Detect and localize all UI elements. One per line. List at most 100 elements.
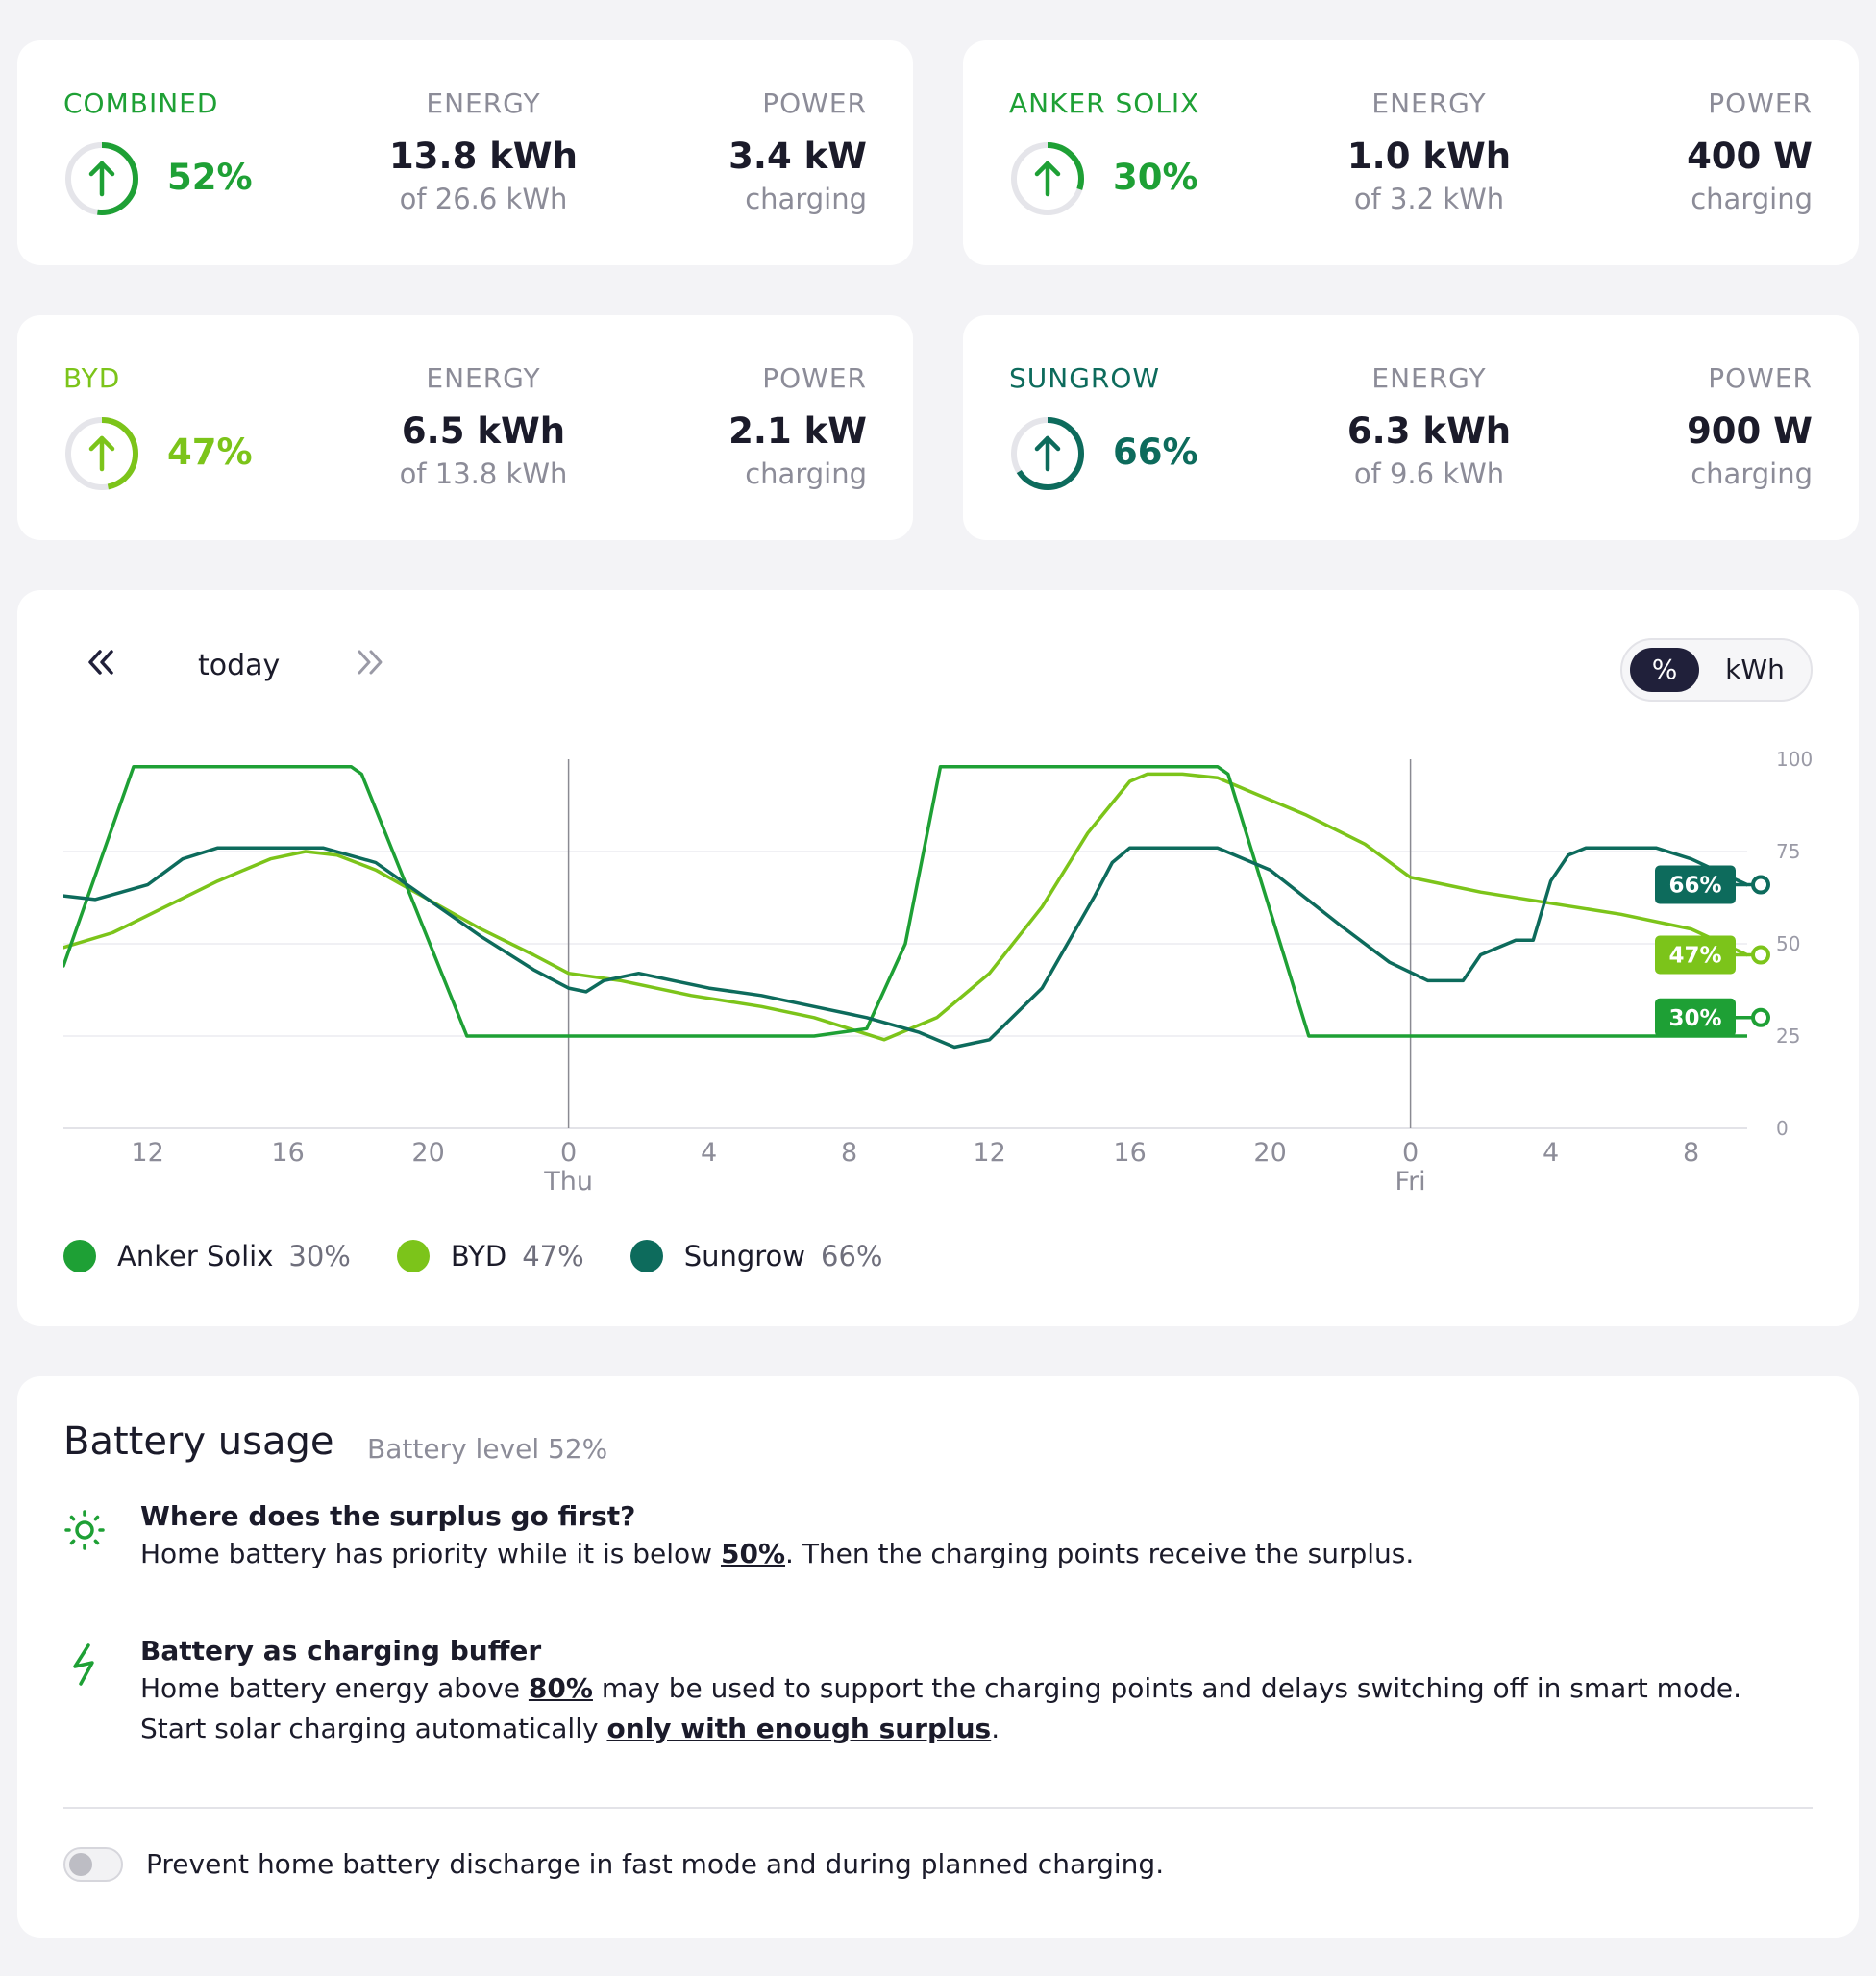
soc-percent: 52% — [167, 157, 253, 198]
legend-name: Anker Solix — [117, 1240, 274, 1272]
chart-legend: Anker Solix 30% BYD 47% Sungrow 66% — [63, 1240, 928, 1272]
end-point-marker — [1751, 875, 1770, 895]
energy-capacity: of 3.2 kWh — [1353, 183, 1505, 215]
power-caption: POWER — [1708, 362, 1813, 394]
legend-dot — [396, 1240, 430, 1272]
power-caption: POWER — [1708, 87, 1813, 119]
gauge-fill — [65, 417, 138, 490]
usage-title: Battery usage — [63, 1420, 334, 1464]
series-line-byd — [63, 772, 1747, 1042]
legend-value: 47% — [522, 1240, 584, 1272]
battery-usage-card: Battery usage Battery level 52% Where do… — [17, 1376, 1859, 1938]
priority-text-after: . Then the charging points receive the s… — [785, 1538, 1415, 1569]
end-label-box — [1655, 998, 1736, 1037]
buffer-description-line-1: Home battery energy above 80% may be use… — [140, 1668, 1741, 1709]
solar-text-before: Start solar charging automatically — [140, 1713, 607, 1744]
end-label-text: 30% — [1668, 1006, 1721, 1031]
buffer-text-after: may be used to support the charging poin… — [592, 1672, 1741, 1704]
power-status: charging — [745, 183, 867, 215]
battery-name: BYD — [63, 362, 121, 394]
energy-capacity: of 26.6 kWh — [399, 183, 568, 215]
end-value-label: 66% — [1655, 865, 1770, 904]
double-chevron-left-icon — [88, 650, 113, 675]
x-tick-label: 0 — [560, 1138, 577, 1168]
x-tick-label: 4 — [701, 1138, 717, 1168]
legend-value: 66% — [821, 1240, 883, 1272]
unit-toggle: % kWh — [1620, 638, 1813, 702]
buffer-threshold-link[interactable]: 80% — [528, 1672, 593, 1704]
energy-value: 1.0 kWh — [1346, 136, 1512, 177]
buffer-text-before: Home battery energy above — [140, 1672, 529, 1704]
battery-level-subtitle: Battery level 52% — [367, 1433, 608, 1465]
charging-gauge-icon — [65, 142, 138, 215]
gauge-fill — [65, 142, 138, 215]
legend-item-sungrow[interactable]: Sungrow 66% — [629, 1240, 883, 1272]
battery-card-sungrow: SUNGROW 66% ENERGY 6.3 kWh of 9.6 kWh PO… — [963, 315, 1859, 540]
gauge-fill — [1011, 142, 1084, 215]
x-tick-label: 20 — [411, 1138, 444, 1168]
power-caption: POWER — [762, 87, 867, 119]
x-tick-label: 8 — [841, 1138, 857, 1168]
energy-capacity: of 9.6 kWh — [1353, 457, 1505, 490]
power-status: charging — [745, 457, 867, 490]
end-value-label: 30% — [1655, 998, 1770, 1037]
arrow-up-icon — [1034, 435, 1061, 472]
next-period-button[interactable] — [354, 648, 386, 682]
double-chevron-right-icon — [358, 650, 383, 675]
legend-item-anker-solix[interactable]: Anker Solix 30% — [63, 1240, 351, 1272]
arrow-up-icon — [88, 161, 115, 197]
x-tick-label: 16 — [1113, 1138, 1146, 1168]
x-tick-day-label: Thu — [543, 1167, 593, 1197]
prevent-discharge-toggle[interactable] — [63, 1847, 123, 1882]
battery-name: COMBINED — [63, 87, 219, 119]
priority-heading: Where does the surplus go first? — [140, 1500, 636, 1532]
power-status: charging — [1691, 457, 1813, 490]
buffer-description-line-2: Start solar charging automatically only … — [140, 1709, 1000, 1749]
toggle-knob — [69, 1853, 92, 1876]
previous-period-button[interactable] — [85, 648, 117, 682]
legend-item-byd[interactable]: BYD 47% — [396, 1240, 584, 1272]
battery-card-anker-solix: ANKER SOLIX 30% ENERGY 1.0 kWh of 3.2 kW… — [963, 40, 1859, 265]
x-tick-label: 12 — [973, 1138, 1005, 1168]
y-tick-label: 25 — [1776, 1025, 1800, 1048]
arrow-up-icon — [1034, 161, 1061, 197]
end-label-text: 47% — [1668, 944, 1721, 969]
solar-surplus-link[interactable]: only with enough surplus — [606, 1713, 992, 1744]
y-tick-label: 50 — [1776, 932, 1800, 955]
end-point-marker — [1751, 1007, 1770, 1027]
sun-icon — [64, 1510, 105, 1550]
soc-history-chart-card: 0 25 50 75 100 12 16 20 0 Thu 4 8 12 16 20 0 Fri 4 8 30% 47%… — [17, 590, 1859, 1326]
x-tick-label: 12 — [131, 1138, 163, 1168]
priority-threshold-link[interactable]: 50% — [720, 1538, 786, 1569]
energy-value: 6.5 kWh — [401, 410, 566, 452]
unit-kwh-button[interactable]: kWh — [1725, 654, 1785, 685]
legend-name: BYD — [450, 1240, 507, 1272]
soc-percent: 66% — [1113, 432, 1198, 473]
legend-value: 30% — [288, 1240, 351, 1272]
power-status: charging — [1691, 183, 1813, 215]
battery-card-byd: BYD 47% ENERGY 6.5 kWh of 13.8 kWh POWER… — [17, 315, 913, 540]
x-tick-label: 8 — [1683, 1138, 1699, 1168]
battery-name: SUNGROW — [1009, 362, 1161, 394]
x-tick-day-label: Fri — [1395, 1167, 1426, 1197]
charging-gauge-icon — [1011, 142, 1084, 215]
unit-percent-button[interactable]: % — [1630, 648, 1699, 692]
energy-caption: ENERGY — [426, 362, 541, 394]
buffer-heading: Battery as charging buffer — [140, 1635, 542, 1667]
energy-caption: ENERGY — [1371, 87, 1487, 119]
gauge-fill — [1011, 417, 1084, 490]
y-tick-label: 0 — [1776, 1117, 1789, 1140]
power-value: 3.4 kW — [728, 136, 867, 177]
divider — [63, 1807, 1813, 1809]
power-caption: POWER — [762, 362, 867, 394]
energy-capacity: of 13.8 kWh — [399, 457, 568, 490]
end-point-marker — [1751, 945, 1770, 965]
y-tick-label: 75 — [1776, 840, 1800, 863]
energy-caption: ENERGY — [426, 87, 541, 119]
legend-dot — [629, 1240, 663, 1272]
end-label-box — [1655, 935, 1736, 975]
x-tick-label: 16 — [271, 1138, 304, 1168]
soc-percent: 47% — [167, 432, 253, 473]
arrow-up-icon — [88, 435, 115, 472]
energy-value: 6.3 kWh — [1346, 410, 1512, 452]
